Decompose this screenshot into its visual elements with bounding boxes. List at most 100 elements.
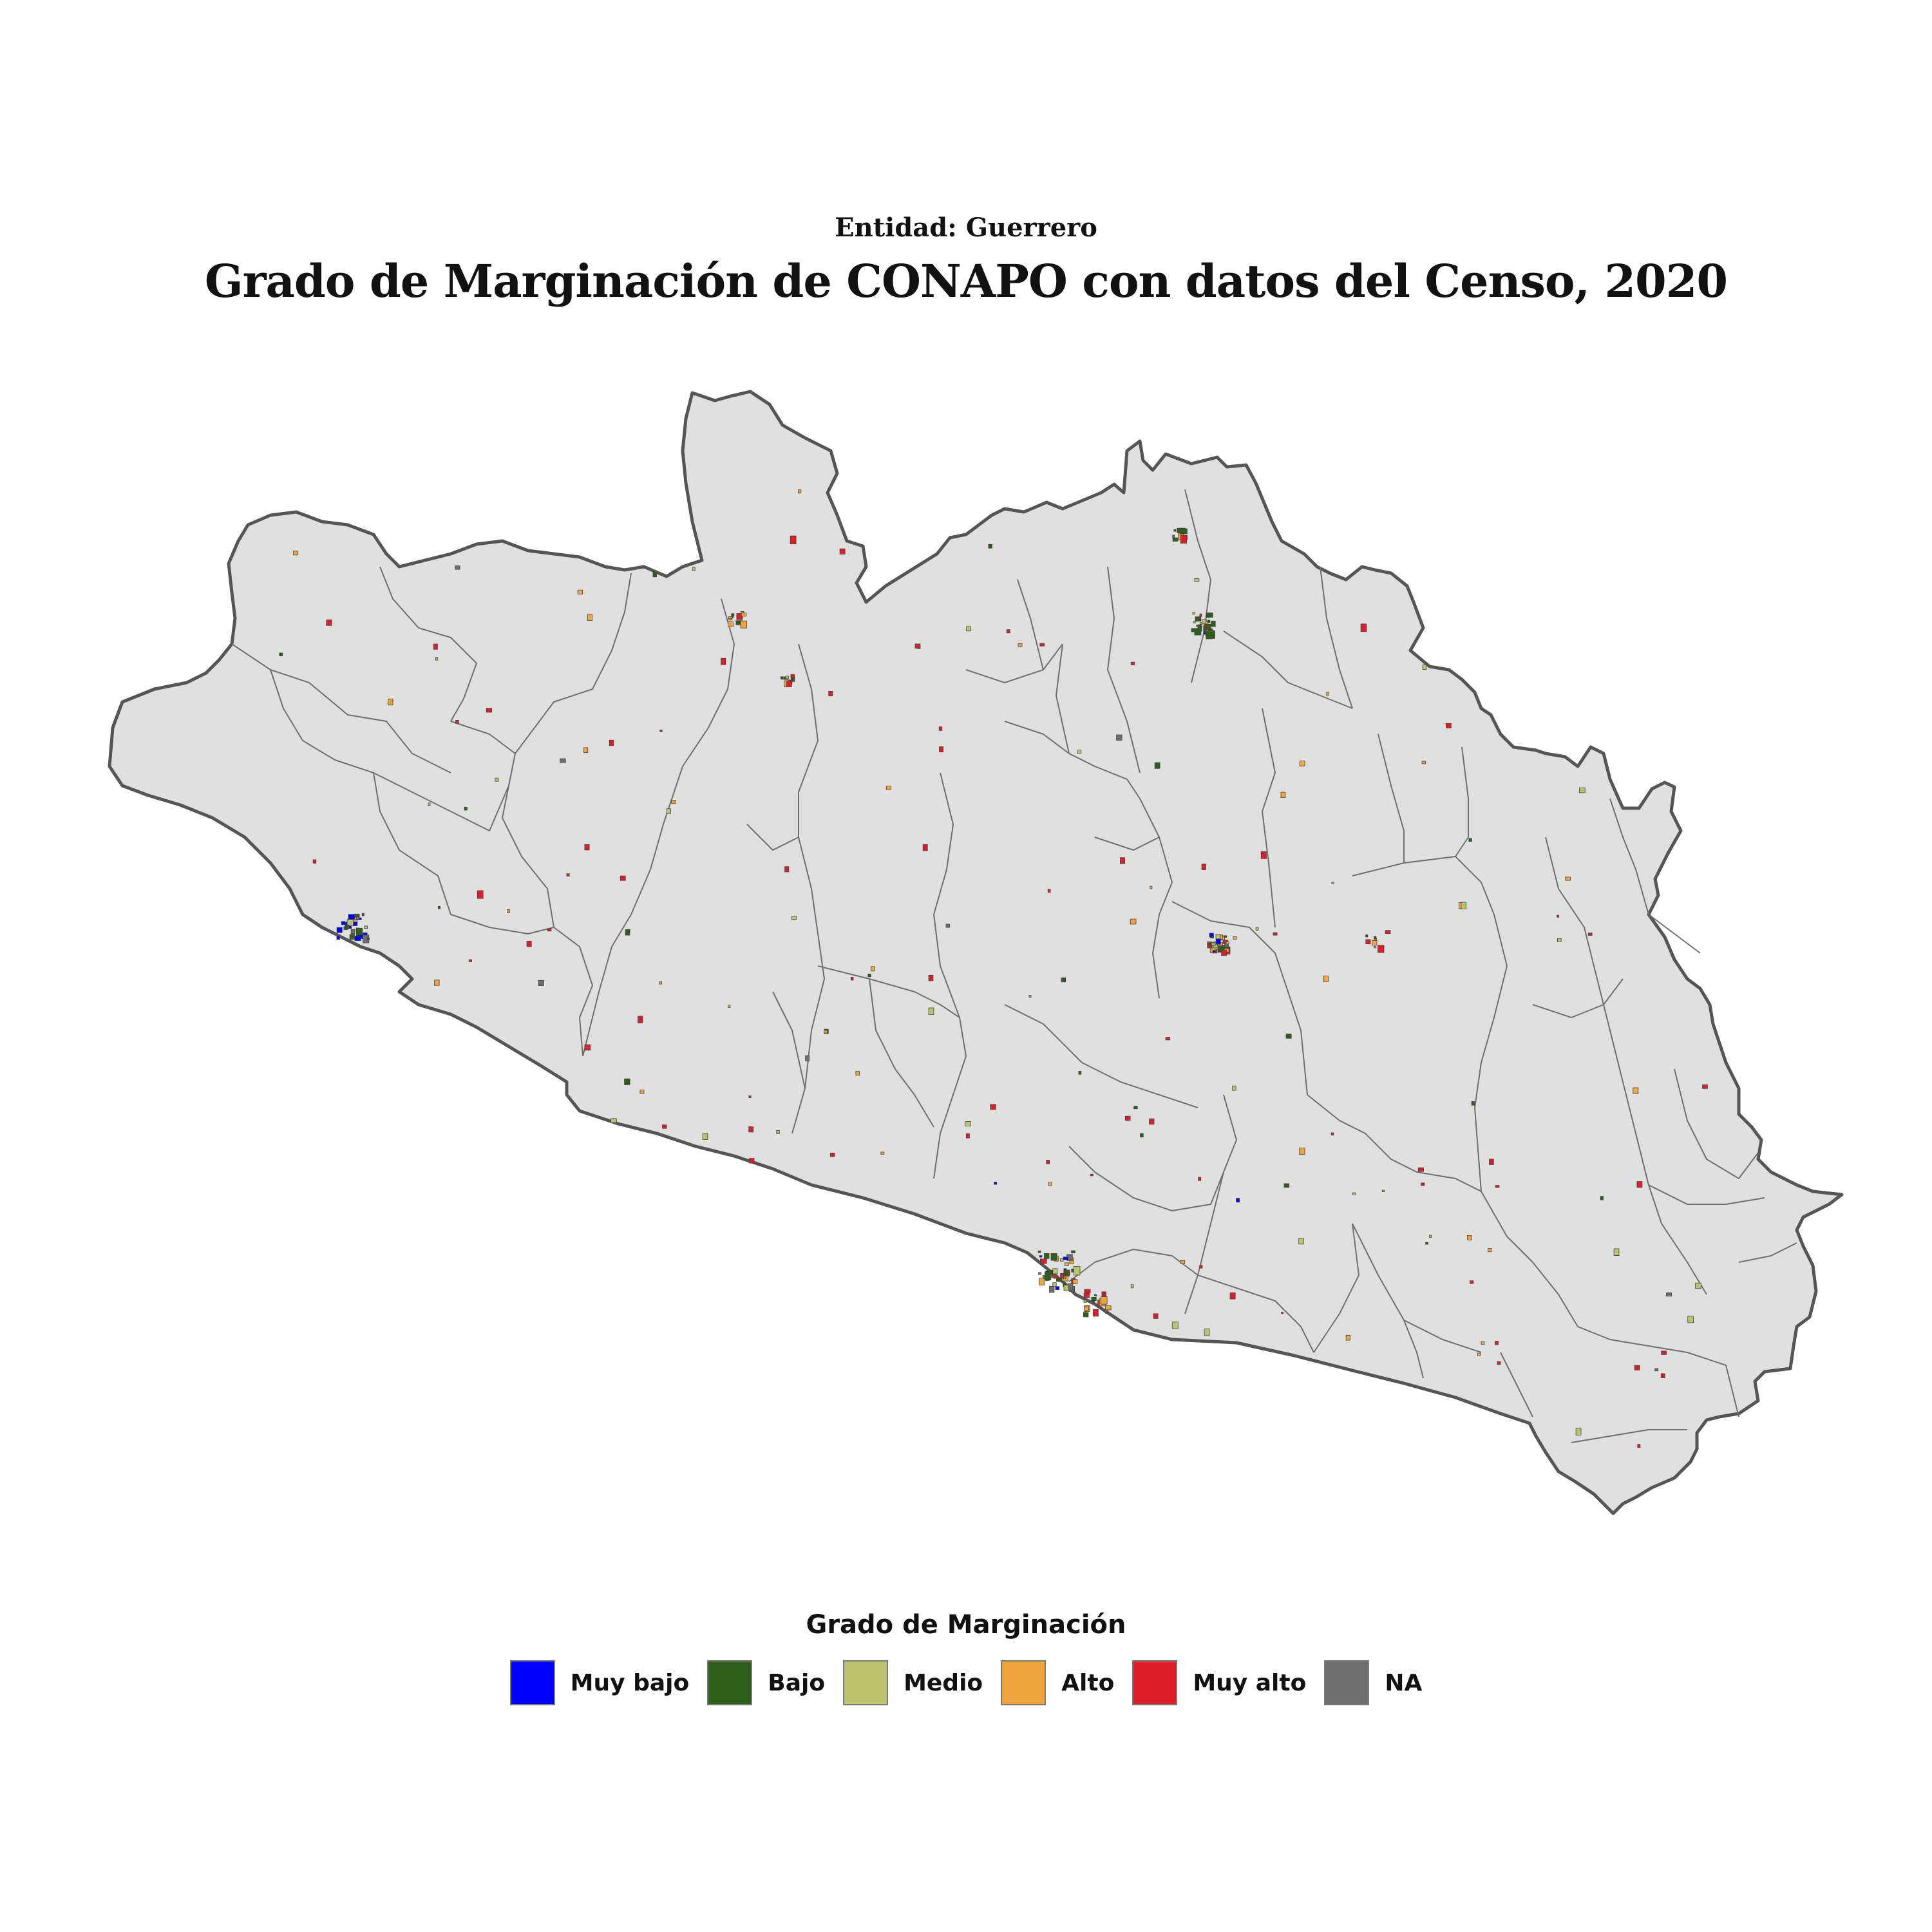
locality-marker bbox=[1417, 1167, 1424, 1172]
locality-marker bbox=[1084, 1305, 1089, 1311]
locality-marker bbox=[1207, 620, 1211, 623]
locality-marker bbox=[1171, 1321, 1179, 1329]
locality-marker bbox=[1192, 612, 1196, 615]
locality-marker bbox=[1232, 1085, 1236, 1091]
locality-marker bbox=[855, 1071, 860, 1076]
locality-marker bbox=[867, 974, 871, 978]
locality-marker bbox=[748, 1095, 752, 1098]
locality-marker bbox=[1206, 612, 1211, 618]
locality-marker bbox=[1180, 1260, 1186, 1264]
locality-marker bbox=[784, 866, 790, 873]
locality-marker bbox=[965, 1133, 970, 1139]
locality-marker bbox=[791, 916, 797, 920]
locality-marker bbox=[1116, 734, 1122, 741]
locality-marker bbox=[1421, 1182, 1425, 1186]
locality-marker bbox=[477, 890, 484, 899]
locality-marker bbox=[350, 929, 355, 934]
locality-marker bbox=[1636, 1181, 1643, 1188]
locality-marker bbox=[341, 921, 346, 925]
locality-marker bbox=[1039, 643, 1045, 647]
locality-marker bbox=[336, 927, 343, 933]
map-subtitle: Entidad: Guerrero bbox=[835, 213, 1097, 243]
locality-marker bbox=[1702, 1084, 1708, 1089]
locality-marker bbox=[366, 938, 370, 940]
legend-swatch-alto bbox=[1001, 1660, 1046, 1705]
locality-marker bbox=[1040, 1258, 1047, 1264]
locality-markers bbox=[279, 489, 1708, 1448]
state-shape bbox=[108, 390, 1844, 1515]
legend-label-na: NA bbox=[1385, 1669, 1423, 1696]
locality-marker bbox=[468, 959, 472, 962]
locality-marker bbox=[1084, 1289, 1091, 1294]
locality-marker bbox=[1046, 1160, 1050, 1164]
locality-marker bbox=[566, 873, 570, 876]
locality-marker bbox=[560, 758, 566, 763]
locality-marker bbox=[547, 928, 552, 932]
locality-marker bbox=[1565, 876, 1571, 881]
locality-marker bbox=[1006, 629, 1010, 634]
locality-marker bbox=[1495, 1340, 1499, 1345]
locality-marker bbox=[1064, 1262, 1069, 1266]
locality-marker bbox=[829, 1153, 835, 1157]
locality-marker bbox=[1165, 1037, 1171, 1041]
locality-marker bbox=[1198, 1177, 1202, 1181]
locality-marker bbox=[326, 620, 332, 626]
locality-marker bbox=[1633, 1087, 1639, 1094]
locality-marker bbox=[1377, 945, 1385, 953]
legend: Muy bajo Bajo Medio Alto Muy alto NA bbox=[0, 1660, 1932, 1705]
legend-swatch-medio bbox=[843, 1660, 889, 1705]
locality-marker bbox=[721, 658, 726, 665]
locality-marker bbox=[741, 612, 747, 617]
locality-marker bbox=[1466, 1235, 1472, 1240]
locality-marker bbox=[1637, 1444, 1641, 1448]
locality-marker bbox=[871, 966, 875, 972]
locality-marker bbox=[1069, 1260, 1074, 1265]
locality-marker bbox=[1059, 1258, 1064, 1262]
locality-marker bbox=[1654, 1368, 1659, 1372]
locality-marker bbox=[1077, 750, 1082, 754]
legend-item-muy-alto: Muy alto bbox=[1132, 1660, 1306, 1705]
locality-marker bbox=[355, 916, 360, 920]
locality-marker bbox=[1381, 1189, 1385, 1192]
locality-marker bbox=[1101, 1296, 1108, 1305]
locality-marker bbox=[1130, 1284, 1134, 1289]
locality-marker bbox=[1345, 1334, 1350, 1341]
locality-marker bbox=[1260, 851, 1267, 859]
locality-marker bbox=[1038, 1272, 1042, 1275]
locality-marker bbox=[1194, 578, 1200, 582]
locality-marker bbox=[1177, 527, 1182, 533]
locality-marker bbox=[435, 657, 439, 661]
locality-marker bbox=[526, 941, 532, 947]
locality-marker bbox=[1489, 1159, 1494, 1165]
locality-marker bbox=[1154, 762, 1160, 769]
locality-marker bbox=[945, 923, 950, 928]
locality-marker bbox=[438, 905, 440, 909]
locality-marker bbox=[433, 643, 438, 650]
locality-marker bbox=[1094, 1294, 1097, 1296]
locality-marker bbox=[928, 974, 934, 981]
locality-marker bbox=[1083, 1300, 1087, 1303]
map-title: Grado de Marginación de CONAPO con datos… bbox=[204, 254, 1728, 308]
locality-marker bbox=[1191, 628, 1195, 632]
locality-marker bbox=[1281, 1312, 1283, 1314]
locality-marker bbox=[886, 786, 891, 790]
locality-marker bbox=[1037, 1250, 1041, 1253]
locality-marker bbox=[1050, 1274, 1054, 1278]
locality-marker bbox=[1052, 1268, 1058, 1274]
locality-marker bbox=[1039, 1278, 1045, 1285]
locality-marker bbox=[1374, 938, 1377, 940]
locality-marker bbox=[1613, 1248, 1620, 1256]
locality-marker bbox=[1078, 1071, 1082, 1075]
locality-marker bbox=[728, 621, 734, 628]
locality-marker bbox=[293, 551, 299, 556]
legend-swatch-bajo bbox=[707, 1660, 753, 1705]
municipality-borders bbox=[231, 489, 1797, 1443]
locality-marker bbox=[1061, 977, 1066, 983]
legend-label-muy-bajo: Muy bajo bbox=[570, 1669, 690, 1696]
locality-marker bbox=[1218, 949, 1222, 952]
locality-marker bbox=[938, 726, 943, 731]
locality-marker bbox=[1215, 938, 1221, 945]
locality-marker bbox=[1090, 1173, 1094, 1177]
locality-marker bbox=[1429, 1235, 1432, 1238]
